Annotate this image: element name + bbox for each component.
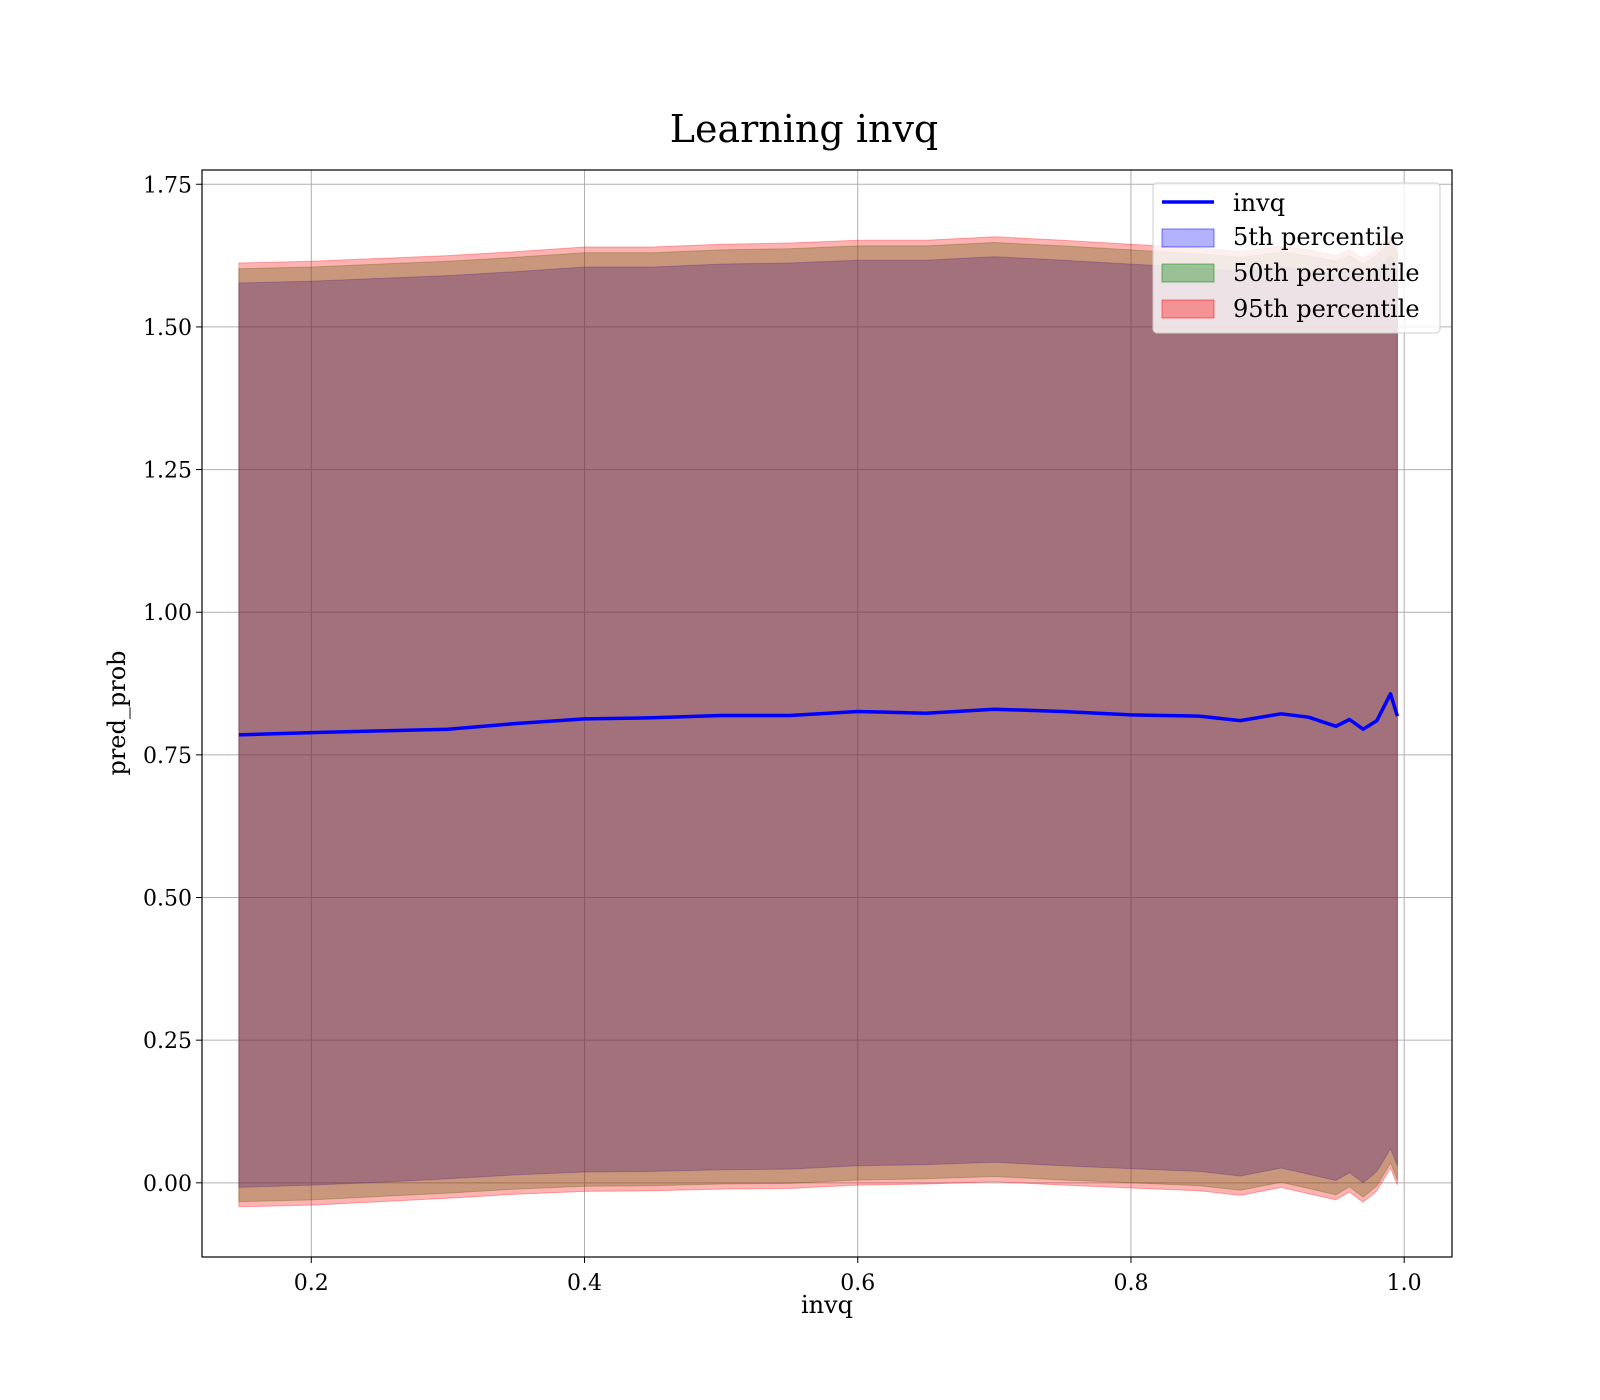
x-tick-label: 0.4 (567, 1271, 602, 1296)
y-tick-label: 1.50 (143, 316, 192, 341)
x-tick-label: 1.0 (1387, 1271, 1422, 1296)
y-tick-label: 0.25 (143, 1029, 192, 1054)
x-tick-label: 0.6 (840, 1271, 875, 1296)
invq-series-line (238, 692, 1400, 737)
band-95th-percentile (238, 234, 1398, 1208)
legend-label-invq: invq (1233, 189, 1285, 217)
y-tick-label: 1.00 (143, 601, 192, 626)
band-5th-percentile (238, 254, 1398, 1188)
y-tick-label: 0.00 (143, 1172, 192, 1197)
x-tick-label: 0.2 (294, 1271, 329, 1296)
median-line-layer (238, 692, 1400, 737)
y-tick-label: 1.75 (143, 173, 192, 198)
x-tick-label: 0.8 (1113, 1271, 1148, 1296)
y-tick-label: 0.75 (143, 744, 192, 769)
chart-title: Learning invq (670, 107, 938, 151)
y-tick-label: 0.50 (143, 887, 192, 912)
percentile-bands (238, 234, 1398, 1208)
y-axis-label: pred_prob (103, 650, 131, 775)
legend-label-5th: 5th percentile (1233, 223, 1404, 251)
legend-box (1152, 182, 1441, 334)
legend-swatch-5th (1161, 228, 1215, 248)
legend-swatch-50th (1161, 263, 1215, 283)
legend-label-50th: 50th percentile (1233, 259, 1420, 287)
plot-frame (201, 169, 1453, 1258)
y-tick-label: 1.25 (143, 459, 192, 484)
x-axis-label: invq (801, 1291, 853, 1319)
x-axis-ticks: 0.2 0.4 0.6 0.8 1.0 (294, 1257, 1422, 1296)
legend-label-95th: 95th percentile (1233, 295, 1420, 323)
legend: invq 5th percentile 50th percentile 95th… (1152, 182, 1441, 334)
band-50th-percentile (238, 240, 1398, 1203)
y-axis-ticks: 0.00 0.25 0.50 0.75 1.00 1.25 1.50 1.75 (143, 173, 202, 1197)
legend-swatch-95th (1161, 299, 1215, 319)
